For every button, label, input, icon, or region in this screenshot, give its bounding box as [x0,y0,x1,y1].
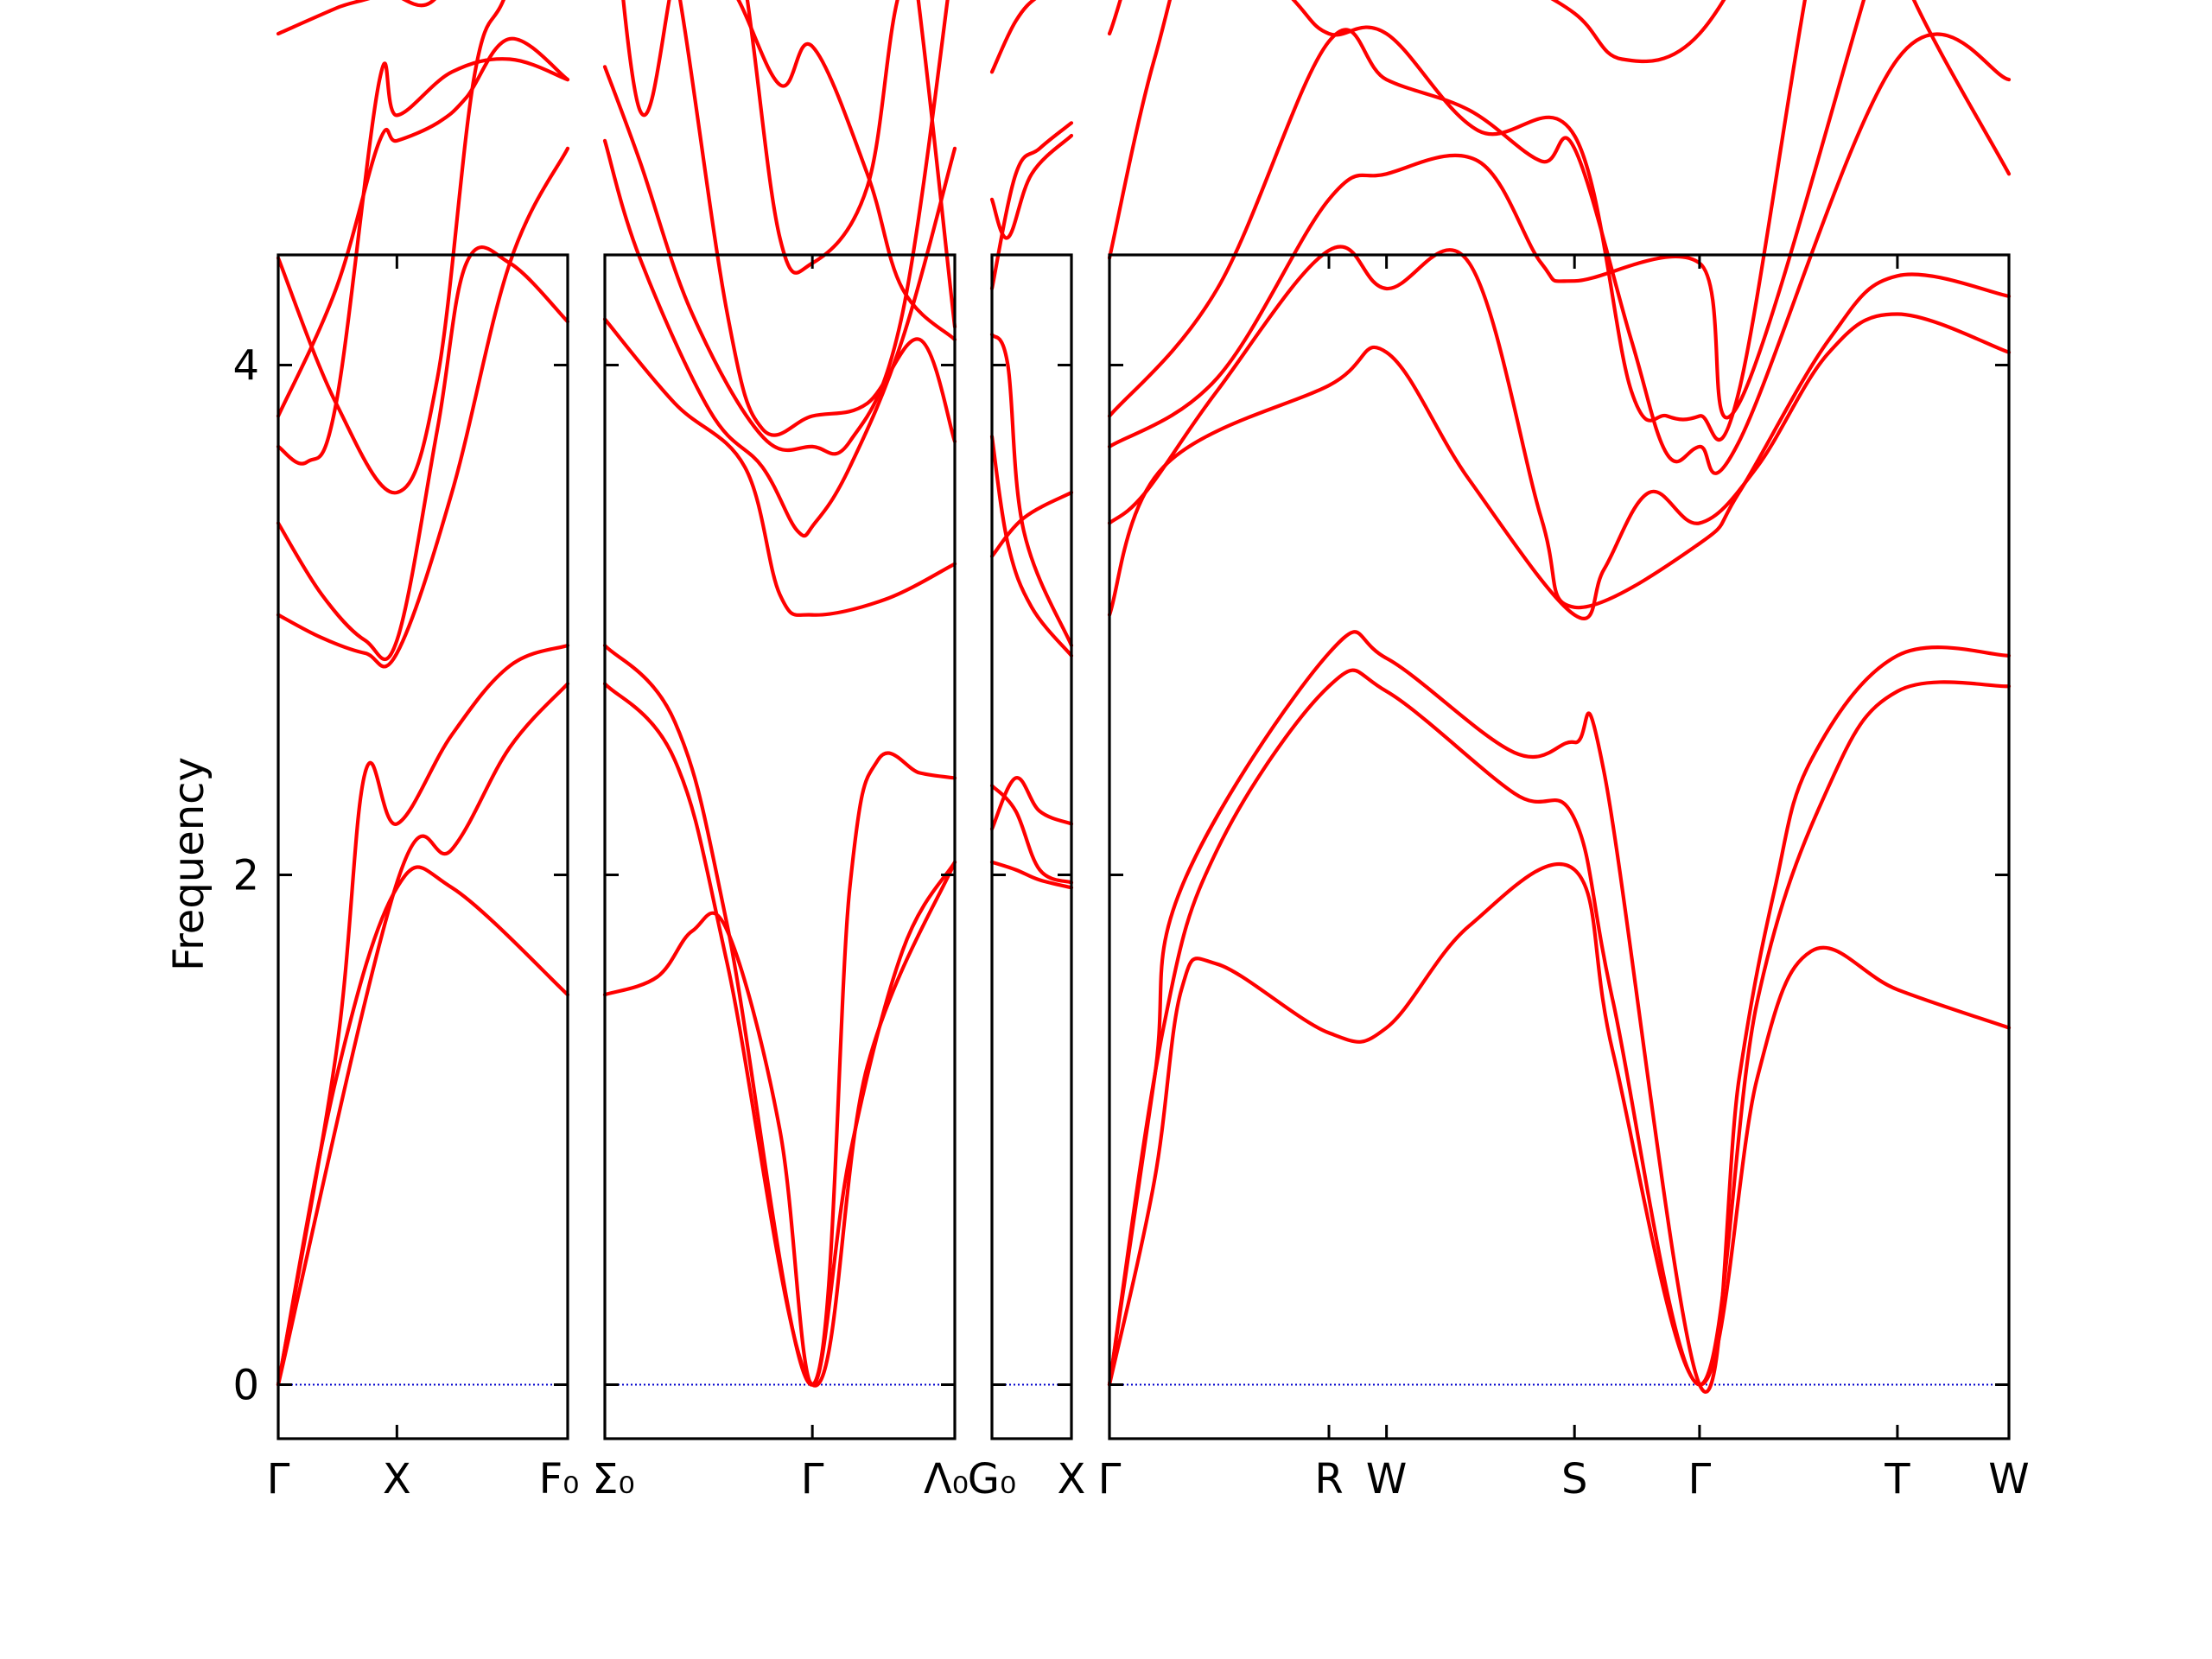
band-line [276,643,570,1387]
band-line [989,435,1074,658]
band-line [1107,245,2012,610]
band-line [989,133,1074,240]
band-line [276,0,371,36]
band-line [602,317,957,617]
panel-frame [990,253,1073,1440]
band-line [276,36,570,418]
y-tick-labels: 0 2 4 6 8 [232,342,259,1410]
band-line [989,490,1074,558]
x-tick-label: Σ₀ [592,1455,635,1503]
band-line [621,0,899,275]
band-panel-3: G₀ X [968,0,1086,1503]
panel-frame [1108,253,2011,1440]
bands [1107,0,2012,1395]
x-tick-label: W [1988,1455,2029,1503]
panel-frame [276,253,569,1440]
band-line [1107,0,2012,448]
band-line [989,860,1074,890]
x-tick-label: W [1366,1455,1407,1503]
band-line [989,121,1074,291]
band-line [276,865,570,1387]
band-line [276,146,570,669]
x-tick-label: T [1884,1455,1910,1503]
band-panel-2: Σ₀ Γ Λ₀ [592,0,969,1503]
x-tick-label: F₀ [539,1455,580,1503]
band-line [602,643,957,1387]
band-line [677,0,957,444]
panel-frame [603,253,957,1440]
band-line [989,776,1074,831]
band-line [602,860,957,1387]
x-tick-label: X [1058,1455,1086,1503]
band-line [1107,0,1808,442]
band-line [602,0,950,456]
band-line [1107,630,2012,1395]
x-tick-label: G₀ [968,1455,1016,1503]
x-tick-label: Γ [1688,1455,1712,1503]
y-tick-label: 2 [232,852,259,900]
band-line [916,0,957,329]
bands [602,0,957,1388]
band-line [401,0,436,8]
band-panel-1: Γ X F₀ [267,0,580,1503]
band-line [1107,668,2012,1387]
x-tick-label: Λ₀ [924,1455,969,1503]
x-tick-label: Γ [267,1455,290,1503]
band-line [602,138,957,538]
y-tick-label: 0 [232,1362,259,1410]
bands [276,0,570,1387]
band-line [276,57,570,466]
band-line [989,0,1037,74]
band-line [1107,28,2012,475]
band-line [276,682,570,1387]
x-tick-label: Γ [1098,1455,1122,1503]
x-tick-label: Γ [801,1455,824,1503]
y-tick-label: 4 [232,342,259,391]
band-line [276,0,506,495]
y-axis-label: Frequency [165,757,213,971]
x-tick-label: S [1561,1455,1587,1503]
band-line [276,245,570,662]
band-line [989,333,1074,648]
x-tick-label: R [1314,1455,1343,1503]
band-line [1107,862,2012,1387]
band-line [602,682,957,1388]
band-line [1107,312,2012,620]
x-tick-label: X [383,1455,411,1503]
band-line [736,0,957,342]
band-line [989,784,1074,885]
band-line [1107,0,1726,64]
bands [989,0,1074,890]
